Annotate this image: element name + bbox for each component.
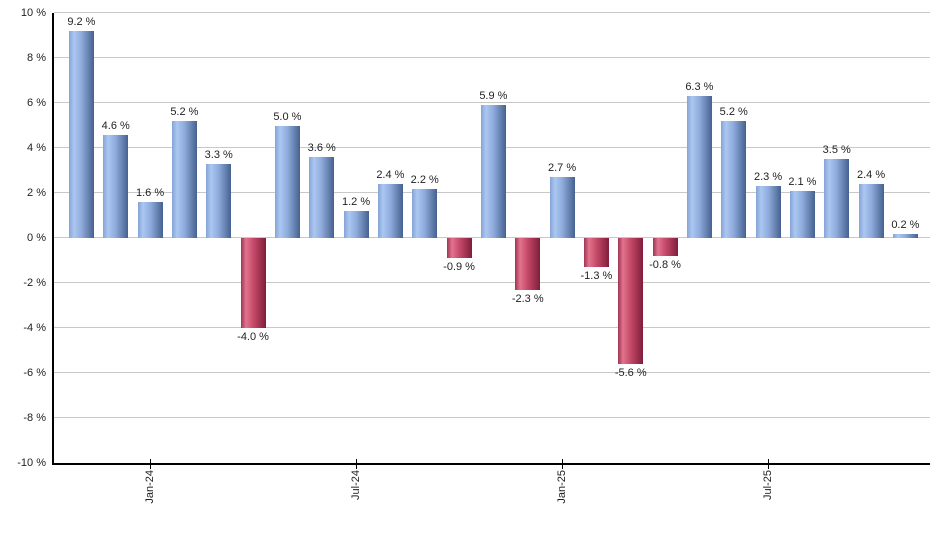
y-axis-tick-label: -8 % xyxy=(23,412,46,424)
y-axis-tick-label: -4 % xyxy=(23,322,46,334)
bar-value-label: -0.9 % xyxy=(443,261,475,274)
gridline xyxy=(54,12,930,13)
bar-value-label: -1.3 % xyxy=(580,270,613,283)
bar-value-label: 1.2 % xyxy=(341,196,371,208)
bar-value-label: 2.4 % xyxy=(376,169,405,181)
bar-value-label: 2.4 % xyxy=(856,169,886,181)
gridline xyxy=(54,57,930,58)
y-axis-tick-label: -6 % xyxy=(23,367,46,379)
x-axis-tick xyxy=(150,459,152,469)
bar-value-label: 5.2 % xyxy=(719,106,748,118)
bar-value-label: 3.3 % xyxy=(204,148,233,161)
bar-value-label: 6.3 % xyxy=(685,81,714,94)
bar-value-label: 9.2 % xyxy=(67,16,96,28)
bar-value-label: 2.2 % xyxy=(410,173,439,186)
y-axis-tick-label: 2 % xyxy=(27,187,46,199)
bar-value-label: 0.2 % xyxy=(891,218,920,231)
x-axis-tick xyxy=(768,459,770,469)
bar-16[interactable] xyxy=(618,238,644,364)
y-axis-tick-label: -2 % xyxy=(23,277,46,289)
bar-9[interactable] xyxy=(377,184,403,238)
bar-22[interactable] xyxy=(824,159,850,238)
bar-5[interactable] xyxy=(240,238,266,328)
gridline xyxy=(54,417,930,418)
bar-value-label: -4.0 % xyxy=(237,331,269,343)
x-axis-tick xyxy=(356,459,358,469)
gridline xyxy=(54,282,930,283)
bar-value-label: -2.3 % xyxy=(511,292,544,305)
bar-20[interactable] xyxy=(755,186,781,238)
bar-value-label: 3.6 % xyxy=(307,142,336,154)
bar-6[interactable] xyxy=(274,125,300,238)
bar-10[interactable] xyxy=(412,188,438,238)
bar-value-label: 1.6 % xyxy=(135,187,165,199)
bar-23[interactable] xyxy=(858,184,884,238)
y-axis-tick-label: 4 % xyxy=(27,142,46,154)
bar-4[interactable] xyxy=(206,163,232,238)
x-axis-tick xyxy=(562,459,564,469)
x-axis-tick-label: Jul-25 xyxy=(762,470,775,500)
bar-value-label: -0.8 % xyxy=(649,259,681,271)
bar-24[interactable] xyxy=(892,233,918,238)
bar-value-label: 2.1 % xyxy=(788,175,817,188)
bar-3[interactable] xyxy=(171,121,197,238)
bar-19[interactable] xyxy=(721,121,747,238)
bar-value-label: 4.6 % xyxy=(101,119,130,132)
x-axis-tick-label: Jul-24 xyxy=(350,470,363,500)
bar-value-label: 3.5 % xyxy=(822,144,851,157)
bar-14[interactable] xyxy=(549,177,575,238)
bar-value-label: -5.6 % xyxy=(614,367,647,379)
y-axis-tick-label: -10 % xyxy=(17,457,46,469)
bar-15[interactable] xyxy=(583,238,609,268)
y-axis-tick-label: 6 % xyxy=(27,97,46,109)
bar-21[interactable] xyxy=(789,190,815,238)
bar-13[interactable] xyxy=(515,238,541,290)
bar-value-label: 5.9 % xyxy=(479,90,508,103)
bar-1[interactable] xyxy=(103,134,129,238)
bar-value-label: 2.3 % xyxy=(753,171,783,184)
y-axis-tick-label: 8 % xyxy=(27,52,46,64)
y-axis-tick-label: 10 % xyxy=(20,7,46,19)
bar-0[interactable] xyxy=(68,31,94,238)
bar-value-label: 5.0 % xyxy=(273,110,302,123)
gridline xyxy=(54,102,930,103)
gridline xyxy=(54,327,930,328)
x-axis-tick-label: Jan-24 xyxy=(144,470,157,504)
bar-8[interactable] xyxy=(343,211,369,238)
bar-18[interactable] xyxy=(686,96,712,238)
plot-area: 9.2 % 4.6 % 1.6 % 5.2 % 3.3 % -4.0 % 5.0 % 3.6 … xyxy=(52,12,930,465)
bar-12[interactable] xyxy=(480,105,506,238)
y-axis-tick-label: 0 % xyxy=(27,232,46,244)
gridline xyxy=(54,372,930,373)
bar-17[interactable] xyxy=(652,238,678,256)
bar-11[interactable] xyxy=(446,238,472,259)
bar-2[interactable] xyxy=(137,202,163,238)
bar-value-label: 5.2 % xyxy=(170,106,199,118)
bar-7[interactable] xyxy=(309,157,335,238)
x-axis-tick-label: Jan-25 xyxy=(556,470,569,504)
bar-value-label: 2.7 % xyxy=(547,162,577,175)
